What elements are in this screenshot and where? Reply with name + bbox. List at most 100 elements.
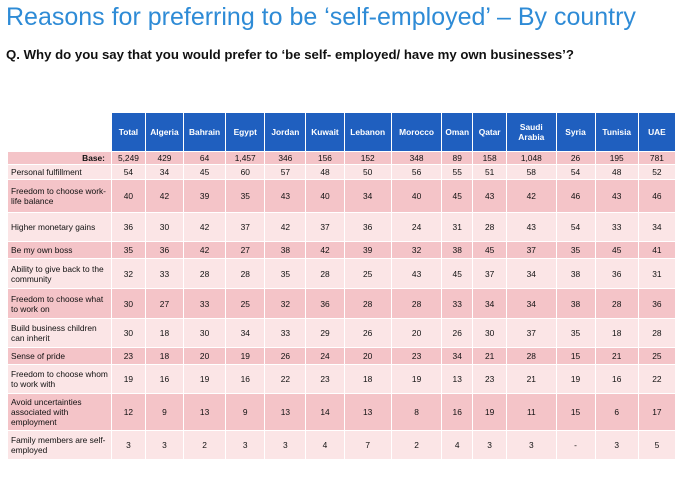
- table-cell: 13: [264, 393, 307, 431]
- column-header: Tunisia: [594, 112, 639, 152]
- table-cell: 39: [182, 179, 227, 213]
- table-cell: 5,249: [110, 151, 146, 165]
- table-cell: 30: [110, 288, 146, 319]
- table-cell: 5: [637, 430, 677, 460]
- table-cell: 36: [305, 288, 345, 319]
- table-cell: 14: [305, 393, 345, 431]
- table-cell: 36: [343, 212, 392, 242]
- table-cell: 42: [144, 179, 184, 213]
- table-cell: 28: [637, 318, 677, 348]
- row-label: Freedom to choose what to work on: [7, 288, 112, 319]
- table-cell: 43: [472, 179, 508, 213]
- table-cell: 36: [110, 212, 146, 242]
- row-label: Avoid uncertainties associated with empl…: [7, 393, 112, 431]
- table-cell: 55: [441, 164, 474, 180]
- column-header: Lebanon: [343, 112, 392, 152]
- table-cell: 20: [343, 347, 392, 365]
- table-cell: 2: [390, 430, 443, 460]
- table-cell: 158: [472, 151, 508, 165]
- table-cell: 21: [594, 347, 639, 365]
- table-cell: 19: [472, 393, 508, 431]
- table-cell: 1,048: [506, 151, 557, 165]
- column-header: Qatar: [472, 112, 508, 152]
- table-cell: 37: [225, 212, 266, 242]
- results-table: Total Algeria Bahrain Egypt Jordan Kuwai…: [7, 112, 677, 460]
- column-header: Saudi Arabia: [506, 112, 557, 152]
- table-cell: 30: [110, 318, 146, 348]
- table-row: Sense of pride 23 18 20 19 26 24 20 23 34 21 28 15 21…: [7, 347, 677, 365]
- table-row: Avoid uncertainties associated with empl…: [7, 393, 677, 431]
- table-cell: 31: [637, 258, 677, 289]
- table-row: Ability to give back to the community 32 3…: [7, 258, 677, 289]
- table-cell: 35: [555, 318, 596, 348]
- table-cell: 22: [637, 364, 677, 394]
- table-cell: 3: [264, 430, 307, 460]
- table-cell: 34: [637, 212, 677, 242]
- table-cell: 89: [441, 151, 474, 165]
- table-cell: 43: [594, 179, 639, 213]
- column-header: Jordan: [264, 112, 307, 152]
- table-cell: 32: [390, 241, 443, 259]
- survey-question: Q. Why do you say that you would prefer …: [6, 47, 574, 62]
- table-cell: 26: [441, 318, 474, 348]
- table-cell: 20: [390, 318, 443, 348]
- table-cell: 50: [343, 164, 392, 180]
- column-header: UAE: [637, 112, 677, 152]
- table-cell: 33: [144, 258, 184, 289]
- row-label: Base:: [7, 151, 112, 165]
- table-cell: 30: [472, 318, 508, 348]
- table-cell: 45: [441, 179, 474, 213]
- table-cell: 35: [225, 179, 266, 213]
- table-cell: 21: [506, 364, 557, 394]
- table-cell: 35: [555, 241, 596, 259]
- table-cell: 12: [110, 393, 146, 431]
- table-cell: 156: [305, 151, 345, 165]
- table-cell: 429: [144, 151, 184, 165]
- row-label: Freedom to choose work-life balance: [7, 179, 112, 213]
- table-cell: 24: [390, 212, 443, 242]
- table-cell: 32: [264, 288, 307, 319]
- table-cell: 34: [225, 318, 266, 348]
- table-cell: 25: [225, 288, 266, 319]
- table-cell: 8: [390, 393, 443, 431]
- table-cell: 23: [305, 364, 345, 394]
- table-cell: 45: [472, 241, 508, 259]
- table-cell: 3: [594, 430, 639, 460]
- table-cell: 13: [343, 393, 392, 431]
- table-cell: 30: [182, 318, 227, 348]
- table-cell: 42: [182, 241, 227, 259]
- table-cell: 20: [182, 347, 227, 365]
- table-cell: 34: [506, 258, 557, 289]
- row-label: Personal fulfillment: [7, 164, 112, 180]
- table-cell: 33: [594, 212, 639, 242]
- column-header: Total: [110, 112, 146, 152]
- table-cell: 42: [182, 212, 227, 242]
- table-cell: 37: [506, 318, 557, 348]
- table-cell: 28: [594, 288, 639, 319]
- table-cell: 24: [305, 347, 345, 365]
- table-cell: 37: [472, 258, 508, 289]
- table-cell: 40: [305, 179, 345, 213]
- table-cell: 9: [144, 393, 184, 431]
- table-cell: 23: [472, 364, 508, 394]
- table-cell: 19: [225, 347, 266, 365]
- table-cell: 34: [506, 288, 557, 319]
- table-cell: 9: [225, 393, 266, 431]
- row-label: Be my own boss: [7, 241, 112, 259]
- table-row: Freedom to choose work-life balance 40 42 3…: [7, 179, 677, 213]
- table-cell: 22: [264, 364, 307, 394]
- table-cell: 60: [225, 164, 266, 180]
- table-row: Freedom to choose what to work on 30 27 33 2…: [7, 288, 677, 319]
- table-cell: 43: [264, 179, 307, 213]
- table-cell: 64: [182, 151, 227, 165]
- table-cell: 781: [637, 151, 677, 165]
- table-cell: 40: [390, 179, 443, 213]
- table-cell: 52: [637, 164, 677, 180]
- table-cell: 6: [594, 393, 639, 431]
- table-cell: 16: [225, 364, 266, 394]
- table-cell: 35: [110, 241, 146, 259]
- table-cell: 36: [637, 288, 677, 319]
- table-cell: 28: [506, 347, 557, 365]
- column-header: Syria: [555, 112, 596, 152]
- table-cell: 21: [472, 347, 508, 365]
